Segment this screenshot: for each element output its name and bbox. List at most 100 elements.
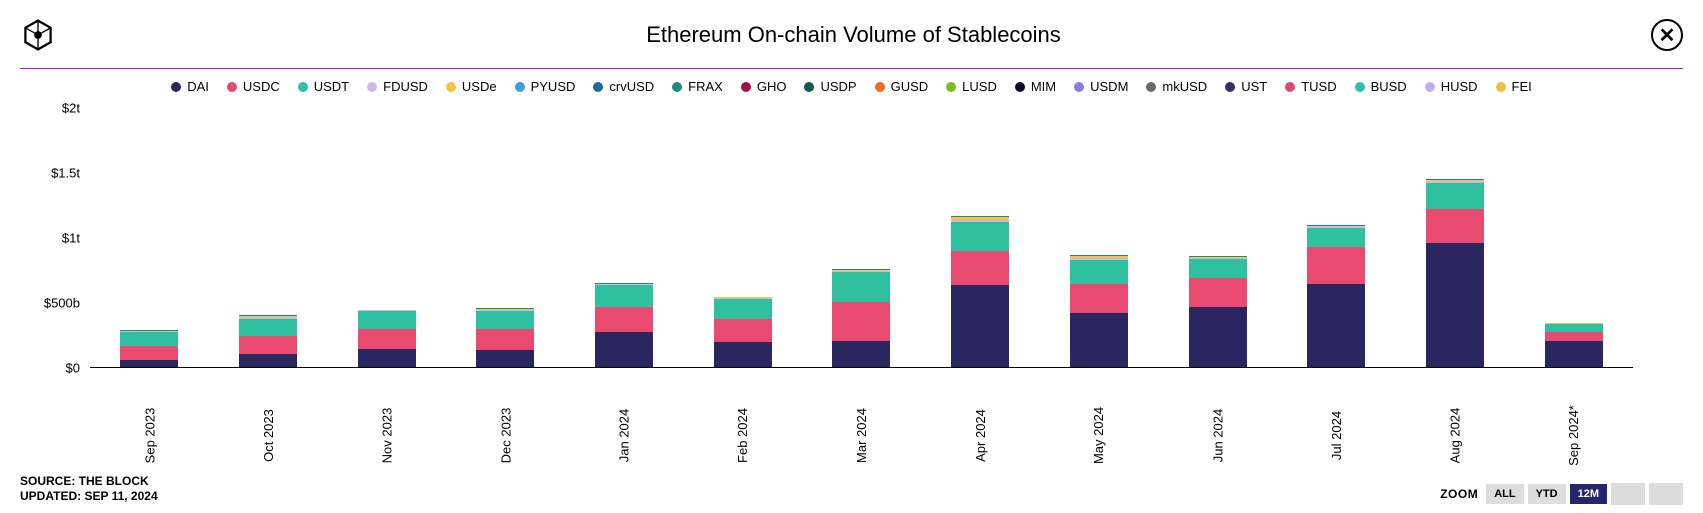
- legend-item[interactable]: DAI: [171, 79, 209, 94]
- bar-column: [683, 297, 802, 368]
- bar-segment-dai: [951, 285, 1009, 368]
- stacked-bar[interactable]: [358, 310, 416, 368]
- source-line: SOURCE: THE BLOCK: [20, 474, 158, 490]
- legend-item[interactable]: FDUSD: [367, 79, 428, 94]
- x-tick-label: Dec 2023: [446, 368, 565, 423]
- x-axis-labels: Sep 2023Oct 2023Nov 2023Dec 2023Jan 2024…: [90, 368, 1633, 423]
- legend-label: USDC: [243, 79, 280, 94]
- y-tick-label: $2t: [62, 101, 80, 116]
- legend-item[interactable]: USDM: [1074, 79, 1128, 94]
- stacked-bar[interactable]: [832, 269, 890, 368]
- bar-segment-usdc: [239, 336, 297, 354]
- legend-item[interactable]: USDP: [804, 79, 856, 94]
- bar-segment-usdc: [120, 346, 178, 360]
- legend-swatch: [741, 82, 751, 92]
- bar-segment-usdt: [239, 319, 297, 336]
- block-logo-icon: [20, 17, 56, 53]
- legend: DAI USDC USDT FDUSD USDe PYUSD crvUSD FRAX GHO US…: [20, 75, 1683, 98]
- close-icon: ✕: [1659, 23, 1676, 48]
- stacked-bar[interactable]: [476, 308, 534, 368]
- legend-item[interactable]: TUSD: [1285, 79, 1336, 94]
- stacked-bar[interactable]: [239, 315, 297, 368]
- legend-item[interactable]: USDT: [298, 79, 349, 94]
- legend-label: PYUSD: [531, 79, 576, 94]
- legend-item[interactable]: MIM: [1015, 79, 1056, 94]
- legend-swatch: [367, 82, 377, 92]
- bar-segment-usdc: [595, 307, 653, 332]
- bar-segment-dai: [239, 354, 297, 368]
- stacked-bar[interactable]: [951, 216, 1009, 368]
- bar-segment-usdt: [358, 311, 416, 329]
- legend-item[interactable]: FRAX: [672, 79, 723, 94]
- bar-segment-usdc: [1070, 284, 1128, 314]
- legend-label: USDe: [462, 79, 497, 94]
- bar-segment-dai: [1070, 313, 1128, 368]
- legend-item[interactable]: USDe: [446, 79, 497, 94]
- legend-item[interactable]: USDC: [227, 79, 280, 94]
- x-tick-label: Aug 2024: [1396, 368, 1515, 423]
- legend-item[interactable]: GHO: [741, 79, 787, 94]
- stacked-bar[interactable]: [595, 283, 653, 368]
- bar-segment-usdc: [358, 329, 416, 349]
- bar-segment-usdc: [476, 329, 534, 350]
- legend-item[interactable]: crvUSD: [593, 79, 654, 94]
- bar-segment-usdt: [476, 311, 534, 329]
- bar-segment-usdc: [1189, 278, 1247, 307]
- x-tick-label: Oct 2023: [209, 368, 328, 423]
- close-button[interactable]: ✕: [1651, 19, 1683, 51]
- zoom-button-all[interactable]: ALL: [1486, 484, 1523, 504]
- plot-area: $0$500b$1t$1.5t$2t Sep 2023Oct 2023Nov 2…: [90, 108, 1633, 368]
- legend-item[interactable]: BUSD: [1355, 79, 1407, 94]
- x-tick-label: Apr 2024: [921, 368, 1040, 423]
- bar-segment-dai: [1189, 307, 1247, 368]
- bar-segment-usdc: [1545, 332, 1603, 341]
- legend-swatch: [171, 82, 181, 92]
- legend-label: BUSD: [1371, 79, 1407, 94]
- legend-item[interactable]: mkUSD: [1146, 79, 1207, 94]
- legend-item[interactable]: HUSD: [1425, 79, 1478, 94]
- bar-column: [446, 308, 565, 368]
- zoom-button-blank[interactable]: [1649, 483, 1683, 505]
- bar-segment-usdt: [120, 332, 178, 346]
- bar-segment-usdt: [1070, 260, 1128, 283]
- bar-segment-dai: [714, 342, 772, 368]
- legend-label: GHO: [757, 79, 787, 94]
- legend-swatch: [1285, 82, 1295, 92]
- bar-segment-dai: [476, 350, 534, 368]
- legend-swatch: [1146, 82, 1156, 92]
- x-tick-label: May 2024: [1040, 368, 1159, 423]
- zoom-button-ytd[interactable]: YTD: [1528, 484, 1566, 504]
- bar-segment-usdt: [595, 285, 653, 307]
- bar-column: [921, 216, 1040, 368]
- stacked-bar[interactable]: [714, 297, 772, 368]
- legend-swatch: [1425, 82, 1435, 92]
- legend-item[interactable]: LUSD: [946, 79, 997, 94]
- x-tick-label: Feb 2024: [683, 368, 802, 423]
- legend-label: FRAX: [688, 79, 723, 94]
- zoom-label: ZOOM: [1440, 487, 1478, 501]
- stacked-bar[interactable]: [1070, 255, 1128, 368]
- legend-label: USDP: [820, 79, 856, 94]
- bar-column: [209, 315, 328, 368]
- stacked-bar[interactable]: [1307, 225, 1365, 368]
- legend-item[interactable]: GUSD: [875, 79, 929, 94]
- bar-segment-usdt: [1189, 259, 1247, 279]
- bar-column: [1158, 256, 1277, 368]
- stacked-bar[interactable]: [1189, 256, 1247, 368]
- y-axis: $0$500b$1t$1.5t$2t: [20, 108, 90, 368]
- legend-item[interactable]: PYUSD: [515, 79, 576, 94]
- legend-item[interactable]: FEI: [1496, 79, 1532, 94]
- bar-column: [1396, 179, 1515, 368]
- x-tick-label: Sep 2023: [90, 368, 209, 423]
- stacked-bar[interactable]: [1426, 179, 1484, 368]
- legend-item[interactable]: UST: [1225, 79, 1267, 94]
- zoom-button-12m[interactable]: 12M: [1570, 484, 1607, 504]
- stacked-bar[interactable]: [120, 330, 178, 368]
- legend-swatch: [946, 82, 956, 92]
- stacked-bar[interactable]: [1545, 323, 1603, 368]
- legend-label: UST: [1241, 79, 1267, 94]
- bar-segment-usdt: [832, 272, 890, 302]
- source-attribution: SOURCE: THE BLOCK UPDATED: SEP 11, 2024: [20, 474, 158, 505]
- bar-segment-usdt: [714, 299, 772, 319]
- zoom-button-blank[interactable]: [1611, 483, 1645, 505]
